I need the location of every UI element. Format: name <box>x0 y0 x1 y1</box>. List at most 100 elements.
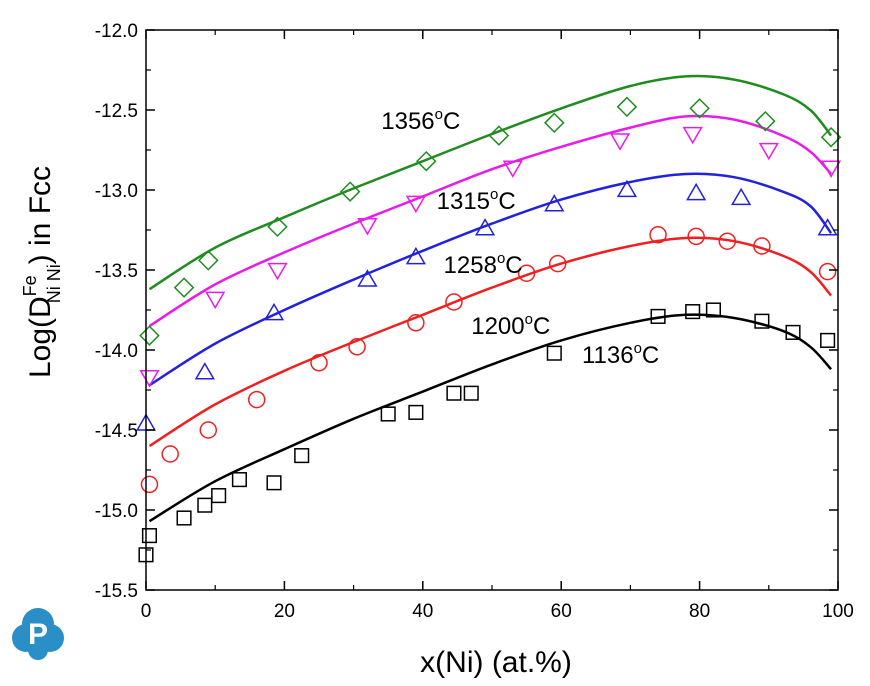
y-axis-title-tail: ) in Fcc <box>24 166 57 264</box>
data-point-1200 <box>517 264 536 282</box>
temperature-label-1356: 1356oC <box>381 106 460 135</box>
fit-curve-1356 <box>148 74 833 291</box>
data-point-1136 <box>446 385 462 401</box>
y-tick-label: -12.5 <box>95 101 138 122</box>
data-point-1200 <box>718 232 737 250</box>
data-point-1258 <box>616 179 638 198</box>
temperature-unit: C <box>533 313 550 340</box>
data-point-1315 <box>820 160 842 178</box>
data-point-1356 <box>755 110 776 132</box>
x-tick-label: 60 <box>551 601 572 622</box>
temperature-value: 1258 <box>444 252 497 279</box>
data-point-1315 <box>405 195 426 214</box>
data-point-1315 <box>139 370 160 388</box>
data-point-1200 <box>310 354 328 372</box>
data-point-1136 <box>650 308 666 324</box>
y-tick-label: -13.0 <box>95 181 138 202</box>
data-point-1136 <box>176 510 192 526</box>
data-point-1315 <box>502 160 523 178</box>
data-point-1136 <box>546 345 562 361</box>
degree-sign: o <box>490 186 498 203</box>
data-point-1258 <box>194 362 215 380</box>
data-point-1315 <box>357 218 378 236</box>
data-point-1200 <box>140 475 159 494</box>
y-axis-title-sup: Fe <box>20 275 40 296</box>
temperature-value: 1315 <box>437 188 490 215</box>
y-tick-label: -14.0 <box>95 341 138 362</box>
temperature-unit: C <box>443 108 460 135</box>
data-point-1356 <box>173 277 195 298</box>
data-point-1356 <box>415 150 437 172</box>
data-point-1315 <box>267 262 288 281</box>
axes <box>145 29 839 591</box>
fit-curve-1200 <box>148 236 833 448</box>
data-markers <box>135 96 842 563</box>
data-point-1356 <box>198 250 219 271</box>
data-point-1315 <box>609 133 631 151</box>
data-point-1136 <box>754 313 770 329</box>
data-point-1200 <box>247 390 266 409</box>
data-point-1136 <box>463 385 479 401</box>
data-point-1356 <box>339 181 361 202</box>
x-tick-label: 40 <box>412 601 433 622</box>
data-point-1136 <box>705 302 721 318</box>
data-point-1258 <box>544 194 565 212</box>
data-point-1315 <box>758 142 779 161</box>
temperature-unit: C <box>505 252 522 279</box>
data-point-1356 <box>689 98 710 119</box>
y-tick-label: -14.5 <box>95 421 138 442</box>
y-axis-title-sub: Ni Ni <box>44 264 64 303</box>
data-point-1315 <box>205 291 226 310</box>
temperature-label-1136: 1136oC <box>582 340 659 369</box>
data-point-1200 <box>548 254 567 273</box>
series-1136-points <box>138 302 836 563</box>
fit-curve-1315 <box>148 114 833 328</box>
data-point-1136 <box>380 406 396 422</box>
temperature-label-1315: 1315oC <box>437 186 516 215</box>
data-point-1136 <box>231 472 247 488</box>
temperature-label-1258: 1258oC <box>444 250 523 279</box>
data-point-1356 <box>267 216 288 238</box>
series-1258-points <box>135 179 838 431</box>
logo-cloud-part <box>22 608 54 640</box>
x-tick-label: 100 <box>822 601 854 622</box>
data-point-1258 <box>474 218 496 236</box>
data-point-1200 <box>199 421 218 439</box>
data-point-1356 <box>488 125 510 146</box>
y-tick-label: -13.5 <box>95 261 138 282</box>
data-point-1356 <box>139 325 160 346</box>
fit-curve-1136 <box>148 313 833 523</box>
data-point-1136 <box>294 448 310 464</box>
data-point-1200 <box>753 237 771 255</box>
y-axis-title-main: Log(D <box>24 296 57 378</box>
data-point-1200 <box>407 314 425 332</box>
data-point-1136 <box>685 304 701 320</box>
data-point-1258 <box>405 246 426 265</box>
data-point-1356 <box>544 112 565 134</box>
data-point-1136 <box>197 497 213 513</box>
plot-frame <box>145 29 839 591</box>
data-point-1200 <box>687 227 705 246</box>
data-point-1136 <box>408 404 424 420</box>
logo-cloud-icon: P <box>12 608 64 660</box>
temperature-label-1200: 1200oC <box>471 311 550 340</box>
tick-labels: 0 20 40 60 80 100 -12.0 -12.5 -13.0 -13.5 -14.0 -14… <box>95 21 854 622</box>
x-tick-label: 0 <box>141 601 152 622</box>
data-point-1200 <box>161 445 179 463</box>
data-point-1356 <box>616 96 638 118</box>
data-point-1200 <box>649 226 667 244</box>
temperature-unit: C <box>642 342 659 369</box>
series-1200-points <box>140 226 837 494</box>
data-point-1200 <box>445 293 463 311</box>
temperature-value: 1200 <box>471 313 524 340</box>
degree-sign: o <box>634 340 642 357</box>
data-point-1136 <box>141 528 158 544</box>
temperature-value: 1356 <box>381 108 434 135</box>
data-point-1356 <box>820 126 842 148</box>
temperature-value: 1136 <box>582 342 634 369</box>
data-point-1258 <box>686 182 707 201</box>
data-point-1258 <box>817 218 838 236</box>
fit-curves <box>148 74 833 523</box>
data-point-1136 <box>266 475 282 491</box>
